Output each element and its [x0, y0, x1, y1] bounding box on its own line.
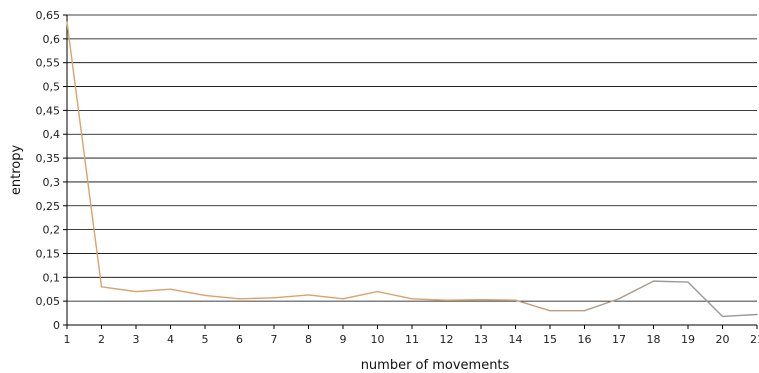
y-tick-label: 0,25	[36, 200, 61, 213]
series-segment	[514, 299, 551, 312]
series-segment	[100, 286, 137, 293]
y-tick-label: 0,3	[43, 176, 61, 189]
x-tick-label: 1	[64, 333, 71, 346]
y-tick-label: 0,45	[36, 104, 61, 117]
y-tick-label: 0,15	[36, 247, 61, 260]
series-segment	[342, 290, 379, 300]
axes	[63, 14, 758, 329]
series-segment	[135, 288, 172, 293]
series-segment	[376, 290, 413, 300]
x-tick-label: 7	[271, 333, 278, 346]
x-tick-label: 13	[474, 333, 488, 346]
series-segment	[583, 298, 620, 312]
series-segment	[169, 288, 206, 297]
x-tick-label: 17	[612, 333, 626, 346]
x-tick-label: 20	[716, 333, 730, 346]
x-tick-label: 18	[647, 333, 661, 346]
y-tick-label: 0,5	[43, 81, 61, 94]
series-segment	[652, 280, 689, 283]
x-tick-label: 5	[202, 333, 209, 346]
x-axis-ticks: 123456789101112131415161718192021	[64, 333, 759, 346]
y-tick-label: 0,65	[36, 9, 61, 22]
y-tick-label: 0,05	[36, 295, 61, 308]
series-segment	[204, 294, 241, 300]
x-tick-label: 19	[681, 333, 695, 346]
series-segment	[618, 280, 655, 300]
x-tick-label: 12	[440, 333, 454, 346]
x-tick-label: 9	[340, 333, 347, 346]
series-segment	[66, 21, 103, 288]
y-tick-label: 0,2	[43, 224, 61, 237]
series-line	[66, 21, 758, 318]
x-tick-label: 3	[133, 333, 140, 346]
y-axis-ticks: 0 0,05 0,1 0,15 0,2 0,25 0,3 0,35 0,4 0,45 0,5 0,55…	[36, 9, 61, 332]
x-tick-label: 8	[305, 333, 312, 346]
y-tick-label: 0	[53, 319, 60, 332]
series-segment	[307, 294, 344, 300]
y-tick-label: 0,35	[36, 152, 61, 165]
series-segment	[721, 313, 758, 318]
series-segment	[687, 281, 724, 318]
series-segment	[273, 294, 310, 299]
x-tick-label: 16	[578, 333, 592, 346]
x-tick-label: 2	[98, 333, 105, 346]
x-tick-label: 21	[750, 333, 759, 346]
x-tick-label: 11	[405, 333, 419, 346]
series-segment	[238, 297, 275, 300]
y-axis-title: entropy	[9, 145, 24, 196]
x-tick-label: 4	[167, 333, 174, 346]
y-tick-label: 0,55	[36, 57, 61, 70]
x-axis-title: number of movements	[361, 358, 510, 373]
x-tick-label: 14	[509, 333, 523, 346]
x-tick-label: 10	[371, 333, 385, 346]
y-tick-label: 0,1	[43, 271, 61, 284]
y-tick-label: 0,6	[43, 33, 61, 46]
x-tick-label: 15	[543, 333, 557, 346]
y-tick-label: 0,4	[43, 128, 61, 141]
x-tick-label: 6	[236, 333, 243, 346]
grid-lines	[67, 14, 757, 302]
series-segment	[411, 298, 448, 301]
